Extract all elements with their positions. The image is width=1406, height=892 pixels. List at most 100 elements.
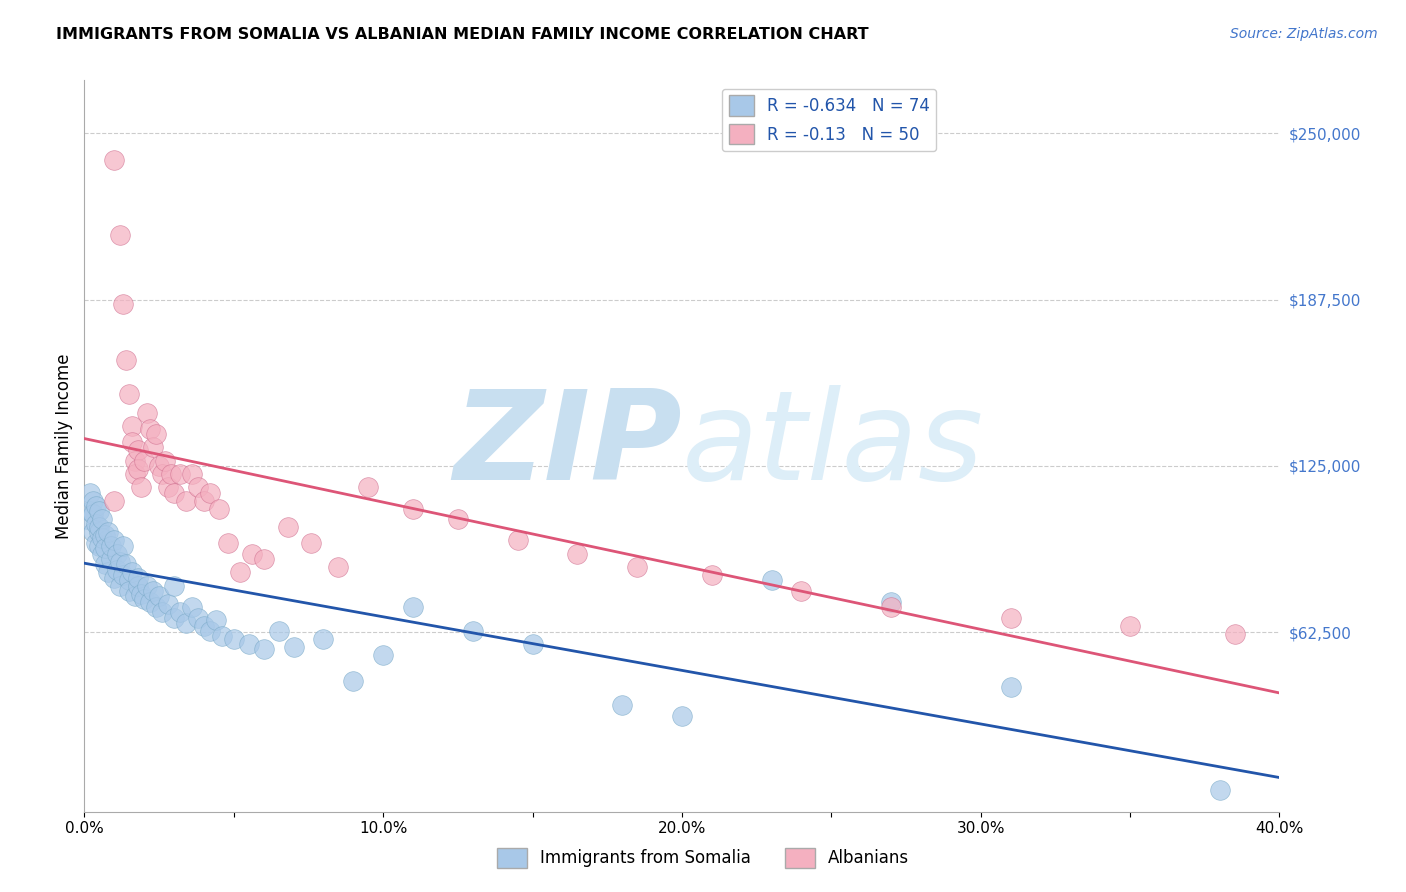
Point bbox=[228, 566, 252, 580]
Point bbox=[181, 467, 204, 481]
Legend: R = -0.634   N = 74, R = -0.13   N = 50: R = -0.634 N = 74, R = -0.13 N = 50 bbox=[721, 88, 936, 151]
Point bbox=[700, 568, 723, 582]
Point bbox=[110, 579, 132, 593]
Point bbox=[163, 579, 186, 593]
Point bbox=[124, 467, 146, 481]
Point bbox=[136, 579, 159, 593]
Point bbox=[157, 480, 180, 494]
Point bbox=[373, 648, 395, 662]
Point bbox=[277, 520, 299, 534]
Point bbox=[160, 467, 183, 481]
Point bbox=[342, 674, 364, 689]
Point bbox=[193, 618, 215, 632]
Point bbox=[105, 563, 128, 577]
Point bbox=[82, 507, 104, 521]
Point bbox=[187, 480, 209, 494]
Point bbox=[91, 531, 114, 545]
Point bbox=[124, 589, 146, 603]
Point bbox=[97, 566, 120, 580]
Point bbox=[89, 539, 111, 553]
Point bbox=[76, 512, 98, 526]
Point bbox=[89, 504, 111, 518]
Point bbox=[1119, 618, 1142, 632]
Point bbox=[118, 574, 141, 588]
Point bbox=[89, 520, 111, 534]
Point bbox=[222, 632, 245, 646]
Point bbox=[402, 599, 425, 614]
Point bbox=[103, 571, 125, 585]
Point bbox=[100, 552, 122, 566]
Point bbox=[163, 610, 186, 624]
Point bbox=[112, 568, 135, 582]
Point bbox=[103, 533, 125, 548]
Point bbox=[97, 525, 120, 540]
Point bbox=[671, 709, 693, 723]
Point bbox=[100, 539, 122, 553]
Point bbox=[522, 637, 544, 651]
Point bbox=[105, 547, 128, 561]
Point bbox=[163, 485, 186, 500]
Y-axis label: Median Family Income: Median Family Income bbox=[55, 353, 73, 539]
Point bbox=[150, 605, 173, 619]
Point bbox=[142, 584, 165, 599]
Point bbox=[301, 536, 323, 550]
Point bbox=[142, 440, 165, 454]
Point bbox=[79, 485, 101, 500]
Point bbox=[211, 629, 233, 643]
Point bbox=[153, 453, 176, 467]
Point bbox=[118, 387, 141, 401]
Point bbox=[112, 539, 135, 553]
Text: IMMIGRANTS FROM SOMALIA VS ALBANIAN MEDIAN FAMILY INCOME CORRELATION CHART: IMMIGRANTS FROM SOMALIA VS ALBANIAN MEDI… bbox=[56, 27, 869, 42]
Point bbox=[312, 632, 335, 646]
Point bbox=[328, 560, 350, 574]
Point bbox=[86, 499, 108, 513]
Point bbox=[157, 597, 180, 611]
Point bbox=[79, 504, 101, 518]
Text: Source: ZipAtlas.com: Source: ZipAtlas.com bbox=[1230, 27, 1378, 41]
Point bbox=[447, 512, 470, 526]
Point bbox=[91, 547, 114, 561]
Point bbox=[761, 574, 783, 588]
Point bbox=[148, 458, 170, 473]
Point bbox=[139, 422, 162, 436]
Point bbox=[187, 610, 209, 624]
Point bbox=[121, 566, 143, 580]
Point bbox=[110, 555, 132, 569]
Point bbox=[238, 637, 260, 651]
Point bbox=[253, 642, 276, 657]
Point bbox=[139, 594, 162, 608]
Point bbox=[94, 528, 117, 542]
Point bbox=[169, 605, 191, 619]
Point bbox=[1000, 610, 1022, 624]
Point bbox=[127, 571, 149, 585]
Point bbox=[193, 493, 215, 508]
Point bbox=[205, 613, 228, 627]
Point bbox=[115, 558, 138, 572]
Point bbox=[267, 624, 290, 638]
Point bbox=[110, 227, 132, 242]
Point bbox=[145, 599, 167, 614]
Point bbox=[150, 467, 173, 481]
Point bbox=[127, 579, 149, 593]
Point bbox=[253, 552, 276, 566]
Point bbox=[198, 624, 221, 638]
Point bbox=[181, 599, 204, 614]
Legend: Immigrants from Somalia, Albanians: Immigrants from Somalia, Albanians bbox=[491, 841, 915, 875]
Point bbox=[217, 536, 239, 550]
Point bbox=[567, 547, 589, 561]
Point bbox=[124, 453, 146, 467]
Point bbox=[129, 480, 152, 494]
Point bbox=[357, 480, 380, 494]
Point bbox=[103, 493, 125, 508]
Point bbox=[174, 493, 197, 508]
Point bbox=[129, 586, 152, 600]
Point bbox=[626, 560, 648, 574]
Point bbox=[148, 589, 170, 603]
Point bbox=[1223, 626, 1246, 640]
Point bbox=[1000, 680, 1022, 694]
Point bbox=[169, 467, 191, 481]
Point bbox=[461, 624, 484, 638]
Point bbox=[121, 435, 143, 450]
Point bbox=[612, 698, 634, 713]
Point bbox=[89, 525, 111, 540]
